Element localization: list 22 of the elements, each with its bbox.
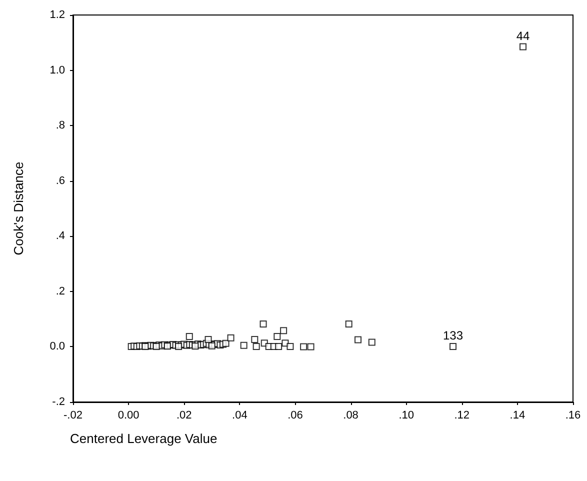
annotation: 133	[442, 328, 464, 342]
x-tick-label: .08	[343, 410, 358, 422]
y-tick-label: 1.2	[50, 9, 65, 21]
x-tick-label: .14	[510, 410, 526, 422]
y-tick-label: .4	[56, 230, 65, 242]
y-axis-title: Cook's Distance	[11, 162, 26, 256]
y-tick-label: 0.0	[50, 340, 65, 353]
x-tick-label: .06	[288, 410, 303, 422]
x-tick-label: .04	[232, 410, 248, 422]
x-tick-label: .12	[454, 410, 470, 422]
annotation: 44	[516, 28, 530, 43]
y-tick-label: -.2	[52, 396, 65, 408]
x-tick-label: -.02	[64, 410, 82, 422]
y-tick-label: .6	[56, 174, 65, 187]
y-tick-label: .2	[56, 285, 65, 298]
y-tick-label: .8	[56, 120, 65, 132]
y-tick-label: 1.0	[50, 64, 65, 76]
x-axis-title: Centered Leverage Value	[70, 431, 218, 446]
x-tick-label: .02	[176, 410, 192, 422]
x-tick-label: .16	[565, 410, 581, 422]
x-tick-label: .10	[398, 410, 414, 422]
x-tick-label: 0.00	[118, 410, 140, 422]
